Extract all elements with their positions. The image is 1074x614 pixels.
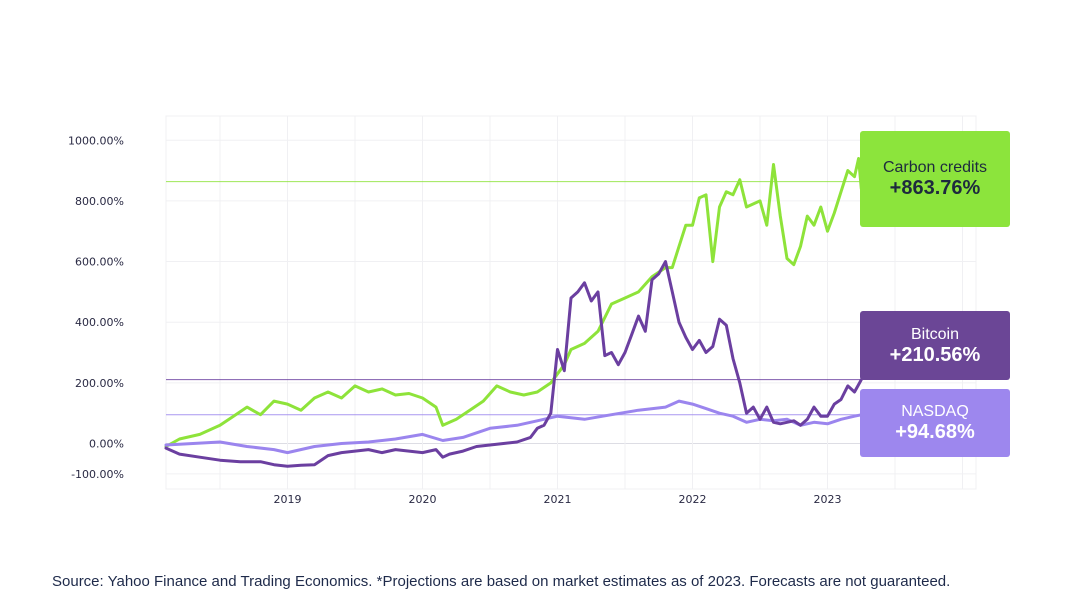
- nasdaq-badge-name: NASDAQ: [901, 403, 969, 420]
- x-tick-label: 2021: [544, 493, 572, 506]
- carbon-credits-badge-value: +863.76%: [889, 177, 981, 199]
- bitcoin-badge-name: Bitcoin: [910, 325, 960, 343]
- y-tick-label: 800.00%: [75, 195, 124, 208]
- nasdaq-badge-value: +94.68%: [895, 421, 975, 443]
- x-tick-label: 2020: [409, 493, 437, 506]
- carbon-credits-badge-name: Carbon credits: [882, 159, 988, 176]
- series-line-nasdaq: [164, 399, 863, 455]
- carbon-credits-badge: Carbon credits +863.76%: [860, 131, 1010, 227]
- reference-lines: [166, 181, 860, 416]
- series-line-bitcoin: [164, 260, 863, 468]
- x-tick-label: 2019: [274, 493, 302, 506]
- plot-frame: [165, 115, 977, 490]
- nasdaq-badge: NASDAQ +94.68%: [860, 389, 1010, 457]
- y-tick-label: 600.00%: [75, 256, 124, 269]
- y-tick-label: 1000.00%: [68, 134, 124, 147]
- bitcoin-badge-value: +210.56%: [889, 343, 981, 366]
- x-tick-label: 2023: [814, 493, 842, 506]
- y-tick-label: 0.00%: [89, 438, 124, 451]
- y-tick-label: 400.00%: [75, 316, 124, 329]
- series-lines: [164, 157, 870, 468]
- bitcoin-badge: Bitcoin +210.56%: [860, 311, 1010, 380]
- y-tick-label: -100.00%: [71, 468, 124, 481]
- x-axis-ticks: 2019 2020 2021 2022 2023: [274, 493, 842, 506]
- source-note: Source: Yahoo Finance and Trading Econom…: [52, 573, 951, 590]
- series-line-carbon-credits: [164, 157, 870, 448]
- y-axis-ticks: 1000.00% 800.00% 600.00% 400.00% 200.00% 0.00…: [68, 134, 124, 481]
- chart-grid: [165, 115, 977, 490]
- x-tick-label: 2022: [679, 493, 707, 506]
- y-tick-label: 200.00%: [75, 377, 124, 390]
